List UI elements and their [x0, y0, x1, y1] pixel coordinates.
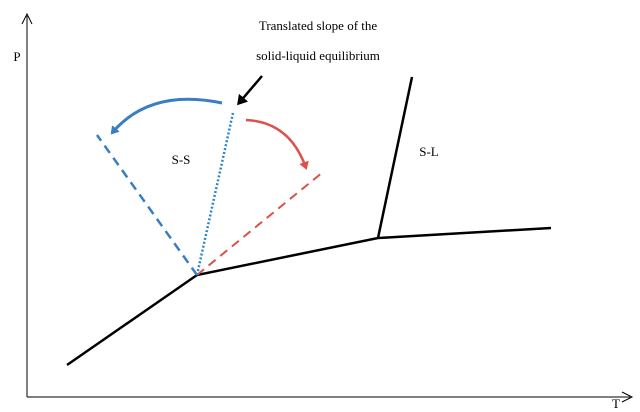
annotation-arrow [237, 75, 263, 106]
annotation-line: solid-liquid equilibrium [256, 48, 380, 63]
red-arrow [245, 118, 309, 170]
translated-slope [195, 112, 235, 276]
phase-boundary [66, 226, 552, 367]
region-label: S-S [172, 152, 191, 167]
region-label: S-L [419, 144, 439, 159]
axes [21, 12, 634, 403]
x-axis-label: T [612, 396, 620, 411]
blue-dashed-slope [95, 134, 199, 276]
blue-arrow [110, 97, 223, 135]
x-axis-arrow [621, 391, 634, 403]
annotation-line: Translated slope of the [259, 18, 378, 33]
y-axis-label: P [13, 49, 20, 64]
y-axis-arrow [21, 12, 33, 25]
red-dashed-slope [196, 171, 324, 276]
solid-liquid-boundary [376, 76, 414, 239]
